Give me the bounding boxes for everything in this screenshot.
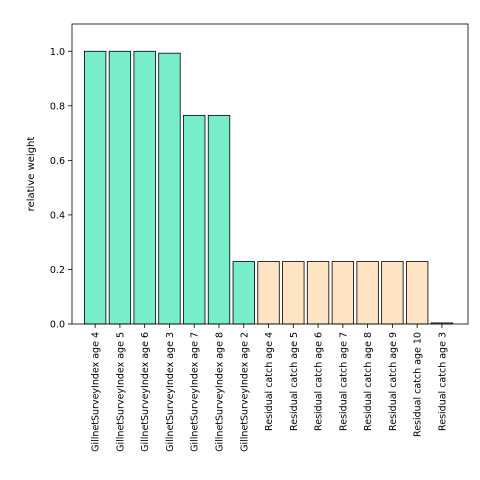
y-axis: 0.0 0.2 0.4 0.6 0.8 1.0 [50, 47, 72, 331]
bar-gillnetsurveyindex-age-3 [158, 52, 181, 325]
bar-residual-catch-age-9 [381, 261, 404, 325]
x-axis: GillnetSurveyIndex age 4 GillnetSurveyInd… [91, 324, 448, 452]
bar-residual-catch-age-10 [406, 261, 429, 325]
x-tick-label: Residual catch age 7 [338, 332, 349, 431]
bar-residual-catch-age-4 [257, 261, 280, 325]
bar-gillnetsurveyindex-age-7 [183, 114, 206, 325]
x-tick-label: Residual catch age 10 [413, 332, 424, 437]
y-tick-label: 0.6 [50, 156, 65, 167]
x-tick-label: Residual catch age 6 [314, 332, 325, 431]
x-tick-label: GillnetSurveyIndex age 4 [91, 332, 102, 452]
bar-gillnetsurveyindex-age-6 [133, 50, 156, 325]
plot-frame [71, 23, 469, 325]
bar-residual-catch-age-6 [306, 261, 330, 325]
y-tick-label: 0.0 [50, 320, 65, 331]
bar-gillnetsurveyindex-age-5 [108, 50, 132, 325]
x-tick-label: Residual catch age 5 [289, 332, 300, 431]
x-tick-label: GillnetSurveyIndex age 5 [115, 332, 126, 452]
bar-residual-catch-age-5 [282, 261, 305, 325]
y-tick-label: 0.4 [50, 210, 65, 221]
y-tick-label: 0.2 [50, 265, 65, 276]
x-tick-label: GillnetSurveyIndex age 2 [239, 332, 250, 452]
x-tick-label: GillnetSurveyIndex age 7 [190, 332, 201, 452]
bar-residual-catch-age-8 [356, 261, 379, 325]
x-tick-label: Residual catch age 9 [388, 332, 399, 431]
x-tick-label: Residual catch age 4 [264, 332, 275, 431]
x-tick-label: GillnetSurveyIndex age 8 [215, 332, 226, 452]
bar-residual-catch-age-7 [331, 261, 355, 325]
bar-gillnetsurveyindex-age-4 [84, 50, 107, 325]
bars-group [84, 50, 454, 325]
bar-gillnetsurveyindex-age-8 [207, 114, 231, 325]
y-tick-label: 1.0 [50, 47, 65, 58]
x-tick-label: Residual catch age 8 [363, 332, 374, 431]
x-tick-label: GillnetSurveyIndex age 6 [140, 332, 151, 452]
x-tick-label: Residual catch age 3 [437, 332, 448, 431]
y-axis-label: relative weight [26, 137, 37, 212]
y-tick-label: 0.8 [50, 101, 65, 112]
bar-gillnetsurveyindex-age-2 [232, 261, 255, 325]
x-tick-label: GillnetSurveyIndex age 3 [165, 332, 176, 452]
